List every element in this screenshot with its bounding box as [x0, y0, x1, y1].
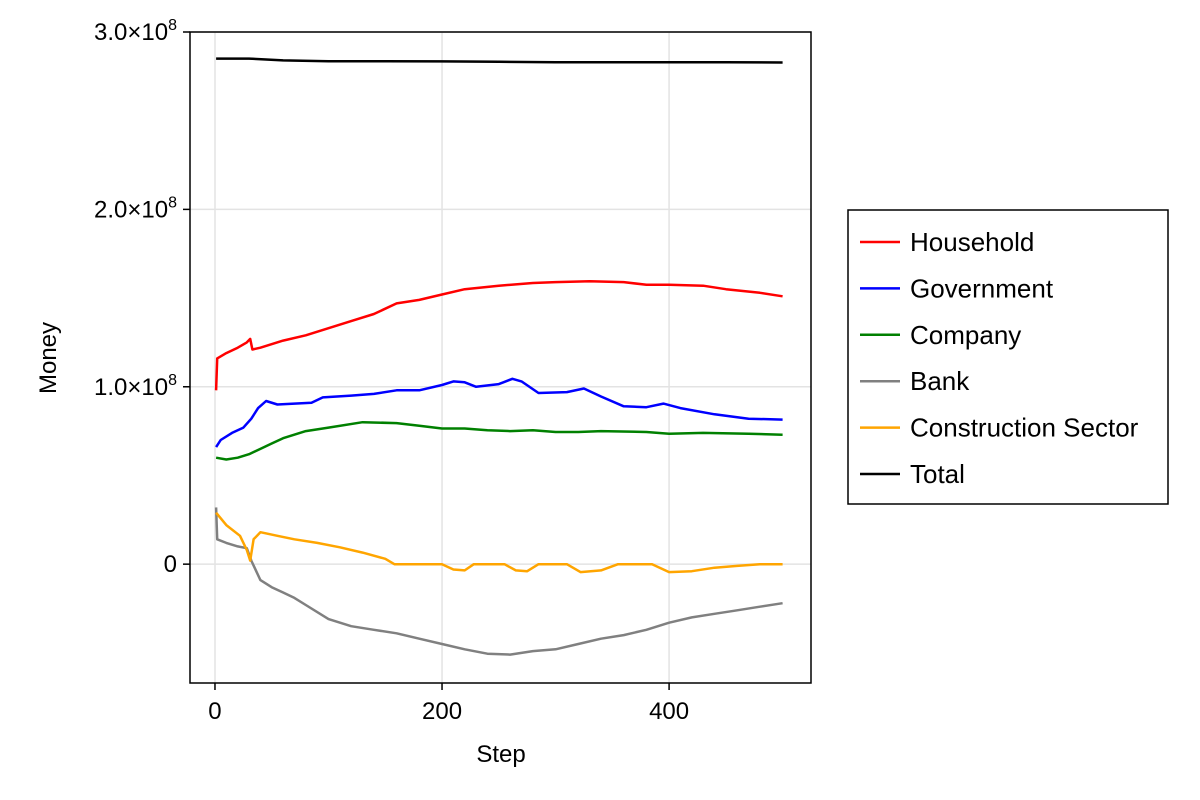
- plot-frame: [189, 31, 812, 684]
- legend-box: [847, 209, 1169, 505]
- legend-label-government: Government: [910, 273, 1054, 303]
- grid-lines: [190, 31, 811, 683]
- x-tick-label: 400: [649, 698, 689, 725]
- legend: Household Government Company Bank Constructi…: [847, 209, 1169, 505]
- series-line-bank: [214, 507, 783, 656]
- legend-label-household: Household: [910, 227, 1034, 257]
- series-line-total: [216, 57, 783, 64]
- series-line-government: [215, 377, 783, 448]
- y-tick-label: 1.0×108: [94, 372, 177, 401]
- x-tick-label: 200: [422, 698, 462, 725]
- y-tick-label: 0: [164, 551, 177, 578]
- x-tick-label: 0: [208, 698, 221, 725]
- legend-label-bank: Bank: [910, 366, 970, 396]
- y-tick-label: 3.0×108: [94, 17, 177, 46]
- series-lines: [214, 57, 783, 656]
- y-axis-title: Money: [35, 322, 62, 394]
- series-line-company: [215, 420, 783, 461]
- legend-label-company: Company: [910, 320, 1021, 350]
- y-axis: 0 1.0×108 2.0×108 3.0×108: [94, 17, 190, 578]
- legend-label-construction-sector: Construction Sector: [910, 413, 1139, 443]
- x-axis-title: Step: [476, 741, 525, 768]
- x-axis: 0 200 400: [208, 683, 689, 725]
- y-tick-label: 2.0×108: [94, 194, 177, 223]
- series-line-household: [214, 279, 783, 391]
- series-line-construction-sector: [215, 511, 783, 574]
- legend-label-total: Total: [910, 459, 965, 489]
